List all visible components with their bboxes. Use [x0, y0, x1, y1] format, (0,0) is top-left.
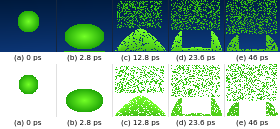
Text: (a) 0 ps: (a) 0 ps	[14, 119, 42, 126]
Text: (d) 23.6 ps: (d) 23.6 ps	[176, 54, 216, 61]
Text: (c) 12.8 ps: (c) 12.8 ps	[121, 119, 159, 126]
Text: (a) 0 ps: (a) 0 ps	[14, 54, 42, 61]
Text: (e) 46 ps: (e) 46 ps	[236, 54, 268, 61]
Text: (e) 46 ps: (e) 46 ps	[236, 119, 268, 126]
Text: (c) 12.8 ps: (c) 12.8 ps	[121, 54, 159, 61]
Text: (d) 23.6 ps: (d) 23.6 ps	[176, 119, 216, 126]
Text: (b) 2.8 ps: (b) 2.8 ps	[67, 119, 101, 126]
Text: (b) 2.8 ps: (b) 2.8 ps	[67, 54, 101, 61]
